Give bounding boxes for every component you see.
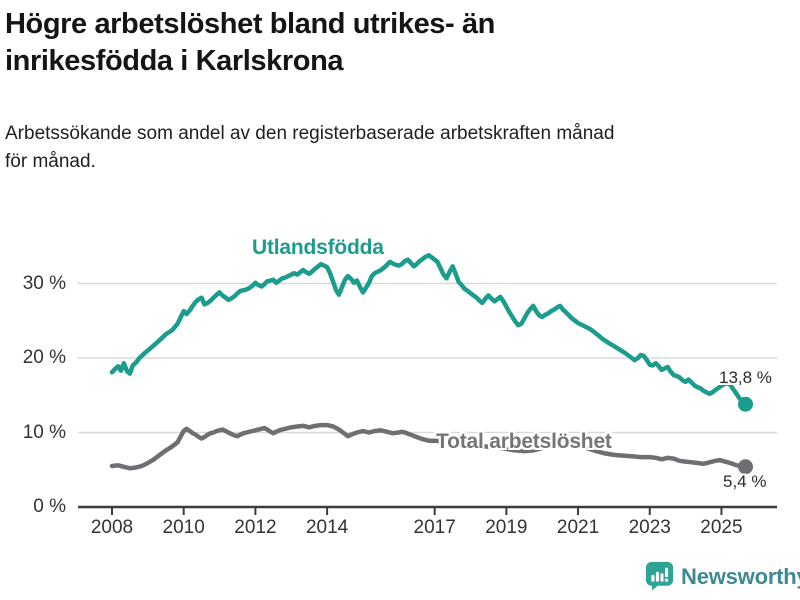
x-axis-label-2012: 2012 — [234, 517, 277, 538]
series-line-0 — [109, 252, 748, 407]
newsworthy-logo: Newsworthy — [645, 561, 800, 592]
series-end-dot-1 — [738, 459, 753, 475]
y-axis-label-0: 0 % — [33, 496, 66, 517]
series-label-utlandsfodda: Utlandsfödda — [252, 236, 384, 259]
x-axis-label-2008: 2008 — [90, 517, 134, 538]
x-axis-label-2021: 2021 — [556, 517, 600, 538]
x-axis-label-2019: 2019 — [485, 517, 528, 538]
x-axis-label-2014: 2014 — [305, 517, 349, 538]
series-line-1 — [109, 422, 748, 471]
series-label-total-arbetsloshet: Total arbetslöshet — [436, 430, 612, 453]
x-axis-label-2025: 2025 — [700, 517, 743, 538]
x-axis-label-2017: 2017 — [413, 517, 456, 538]
y-axis-label-20: 20 % — [22, 347, 66, 368]
y-axis-label-10: 10 % — [22, 421, 66, 443]
series-end-dot-0 — [738, 396, 753, 412]
title-line-1: Högre arbetslöshet bland utrikes- än — [5, 8, 495, 40]
page-title: Högre arbetslöshet bland utrikes- än inr… — [5, 6, 785, 80]
brand-name: Newsworthy — [681, 563, 800, 589]
y-axis-label-30: 30 % — [22, 272, 66, 294]
subtitle-line-2: för månad. — [5, 151, 96, 172]
end-value-label-utlandsfodda: 13,8 % — [719, 368, 772, 387]
x-axis-label-2023: 2023 — [628, 517, 671, 538]
chart-subtitle: Arbetssökande som andel av den registerb… — [5, 120, 785, 176]
title-line-2: inrikesfödda i Karlskrona — [5, 45, 344, 77]
bar-chart-speech-bubble-icon — [645, 561, 674, 591]
subtitle-line-1: Arbetssökande som andel av den registerb… — [5, 123, 615, 144]
end-value-label-total: 5,4 % — [723, 472, 767, 491]
x-axis-label-2010: 2010 — [162, 517, 205, 538]
